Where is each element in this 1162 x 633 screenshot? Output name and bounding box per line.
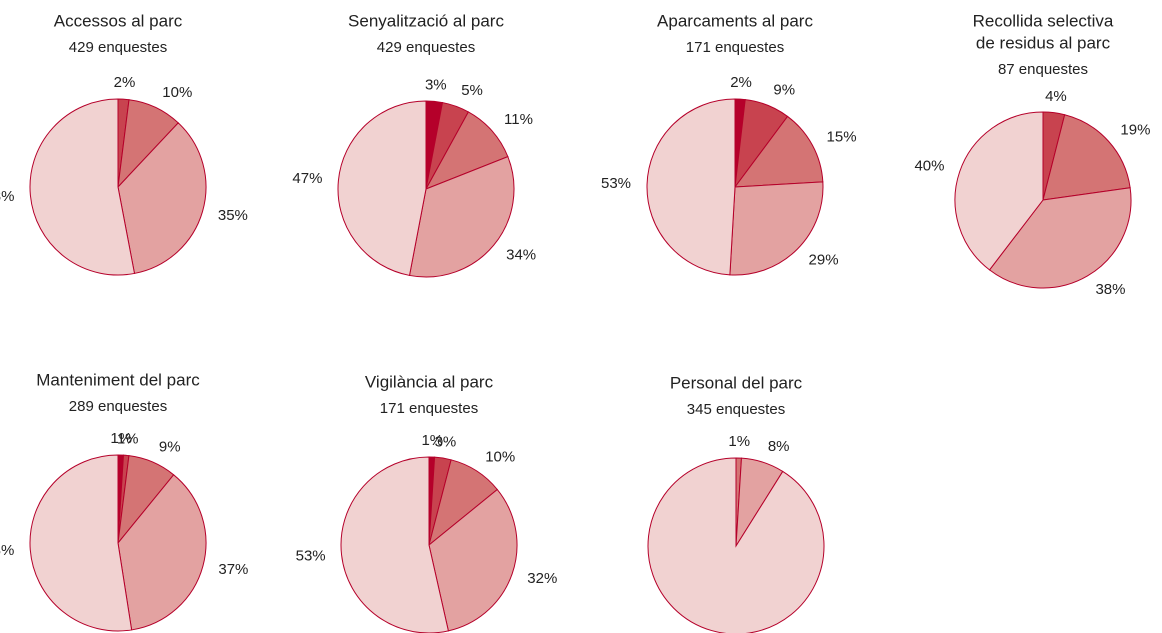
pie-slice xyxy=(646,98,736,276)
slice-label: 1% xyxy=(421,432,443,449)
slice-label: 5% xyxy=(461,82,483,99)
pie-slice xyxy=(954,111,1044,271)
pie-slice xyxy=(988,187,1132,289)
slice-label: 37% xyxy=(218,561,248,578)
slice-label: 53% xyxy=(296,547,326,564)
slice-label: 2% xyxy=(114,74,136,91)
pie-slice xyxy=(29,98,136,276)
slice-label: 1% xyxy=(110,430,132,447)
pie-slice xyxy=(337,100,427,277)
chart-subtitle: 87 enquestes xyxy=(998,61,1088,78)
chart-subtitle: 345 enquestes xyxy=(687,401,785,418)
chart-title: Recollida selectiva xyxy=(973,11,1114,30)
pie-slice xyxy=(1042,114,1131,201)
slice-label: 53% xyxy=(0,542,14,559)
chart-subtitle: 171 enquestes xyxy=(686,39,784,56)
slice-label: 34% xyxy=(506,246,536,263)
slice-label: 47% xyxy=(292,170,322,187)
slice-label: 3% xyxy=(425,76,447,93)
slice-label: 8% xyxy=(768,438,790,455)
pie-slice xyxy=(29,454,133,632)
chart-subtitle: 171 enquestes xyxy=(380,400,478,417)
slice-label: 4% xyxy=(1045,88,1067,105)
chart-title: Vigilància al parc xyxy=(365,372,494,391)
pie-slice xyxy=(733,115,824,188)
pie-slice xyxy=(117,474,207,631)
pie-slice xyxy=(408,155,515,278)
pie-slice xyxy=(428,488,518,632)
slice-label: 11% xyxy=(504,111,533,128)
chart-title: de residus al parc xyxy=(976,33,1111,52)
slice-label: 9% xyxy=(159,438,181,455)
slice-label: 15% xyxy=(827,129,857,146)
slice-label: 2% xyxy=(730,74,752,91)
chart-subtitle: 289 enquestes xyxy=(69,398,167,415)
chart-title: Aparcaments al parc xyxy=(657,11,813,30)
slice-label: 9% xyxy=(773,81,795,98)
slice-label: 40% xyxy=(914,158,944,175)
chart-title: Personal del parc xyxy=(670,373,803,392)
slice-label: 35% xyxy=(218,207,248,224)
slice-label: 10% xyxy=(485,448,515,465)
slice-label: 1% xyxy=(728,433,750,450)
slice-label: 19% xyxy=(1120,122,1150,139)
chart-title: Senyalització al parc xyxy=(348,11,504,30)
pie-slice xyxy=(647,457,825,633)
pie-slice xyxy=(729,181,824,276)
chart-title: Manteniment del parc xyxy=(36,370,200,389)
slice-label: 3% xyxy=(435,433,457,450)
slice-label: 29% xyxy=(809,252,839,269)
pie-slice xyxy=(117,122,207,275)
pie-slice xyxy=(340,456,449,633)
slice-label: 38% xyxy=(1095,281,1125,298)
slice-label: 32% xyxy=(527,570,557,587)
slice-label: 53% xyxy=(601,175,631,192)
chart-subtitle: 429 enquestes xyxy=(69,39,167,56)
slice-label: 10% xyxy=(162,84,192,101)
chart-subtitle: 429 enquestes xyxy=(377,39,475,56)
chart-title: Accessos al parc xyxy=(54,11,183,30)
slice-label: 1% xyxy=(117,430,139,447)
slice-label: 53% xyxy=(0,188,14,205)
